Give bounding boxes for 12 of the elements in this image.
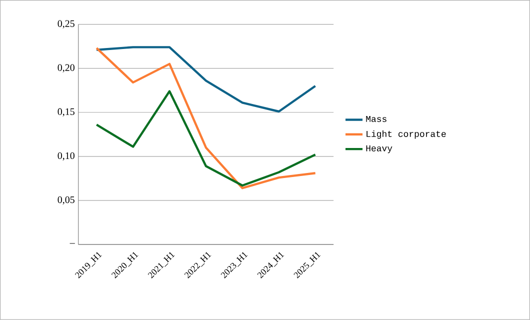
line-series (95, 47, 316, 190)
y-tick-label: 0,20 (58, 64, 74, 73)
y-tick-label: 0,15 (58, 108, 74, 117)
legend-label: Light corporate (366, 130, 446, 139)
legend-label: Mass (366, 116, 386, 122)
legend-label: Heavy (366, 145, 392, 154)
line-series (95, 90, 316, 187)
y-tick-label: 0,25 (58, 20, 74, 28)
line-series (95, 46, 316, 113)
y-tick-label: – (70, 243, 75, 244)
y-tick-label: 0,10 (58, 152, 74, 161)
y-tick-label: 0,05 (58, 196, 74, 205)
